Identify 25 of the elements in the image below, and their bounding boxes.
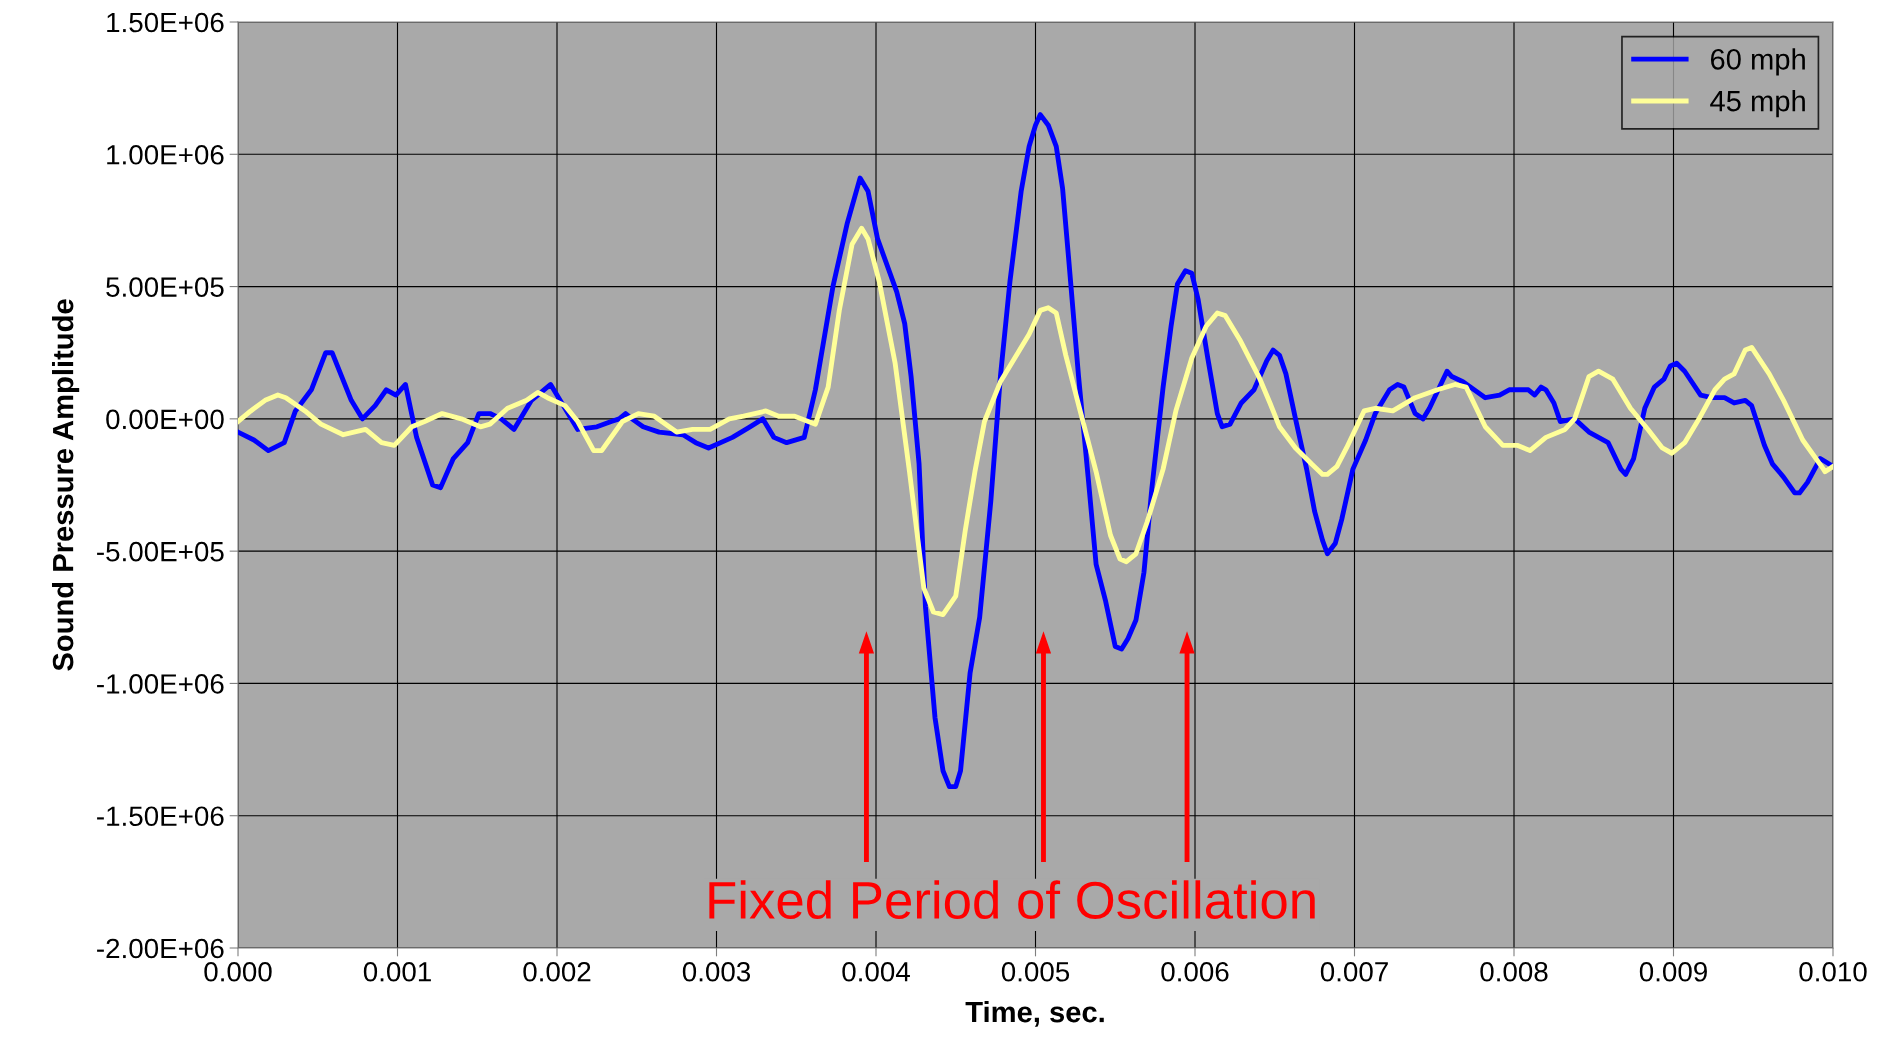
y-tick-label: -2.00E+06 (97, 938, 224, 959)
y-tick-label: 1.00E+06 (107, 144, 224, 165)
y-tick-label: 5.00E+05 (106, 277, 224, 297)
x-tick-label: 0.007 (1320, 961, 1388, 982)
line-series (238, 225, 1833, 618)
y-tick-label: -1.50E+06 (97, 806, 224, 827)
x-tick-label: 0.000 (204, 961, 272, 982)
legend-label: 60 mph (1710, 48, 1805, 76)
y-tick-label: 0.00E+00 (106, 409, 224, 430)
x-tick-label: 0.003 (682, 961, 751, 982)
legend-label: 45 mph (1710, 90, 1805, 118)
x-tick-label: 0.006 (1161, 961, 1229, 982)
x-tick-label: 0.004 (842, 961, 910, 982)
y-axis-title: Sound Pressure Amplitude (52, 299, 80, 671)
x-tick-label: 0.009 (1639, 961, 1707, 982)
y-tick-label: 1.50E+06 (107, 12, 224, 33)
y-tick-label: -5.00E+05 (97, 541, 224, 562)
x-axis-title: Time, sec. (965, 1000, 1104, 1027)
x-tick-label: 0.008 (1480, 961, 1548, 982)
x-tick-label: 0.002 (523, 961, 591, 982)
annotation: Fixed Period of Oscillation (709, 880, 1315, 920)
x-tick-label: 0.010 (1799, 961, 1867, 982)
y-tick-label: -1.00E+06 (97, 674, 224, 694)
x-tick-label: 0.005 (1001, 961, 1070, 982)
x-tick-label: 0.001 (363, 961, 431, 982)
